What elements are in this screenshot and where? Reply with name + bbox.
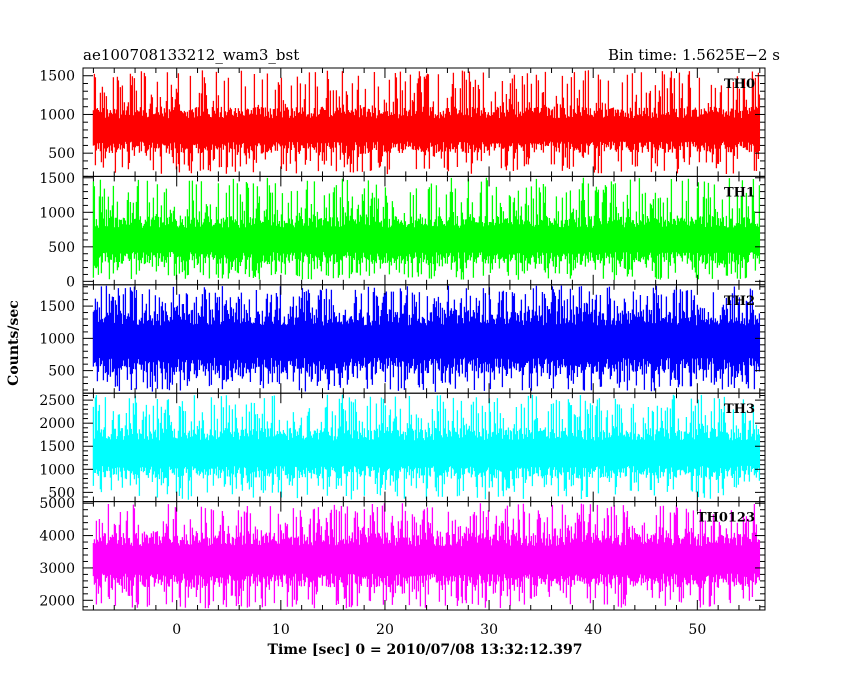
y-tick-label: 2000: [39, 593, 75, 609]
y-tick-label: 1000: [39, 205, 75, 221]
x-tick-label: 0: [172, 622, 181, 638]
x-tick-label: 30: [480, 622, 498, 638]
y-tick-label: 5000: [39, 496, 75, 512]
y-tick-label: 2000: [39, 416, 75, 432]
y-tick-label: 1000: [39, 107, 75, 123]
series-th0123: [92, 503, 761, 609]
panel-th3: 500 1000 1500 2000 2500 TH3: [39, 392, 766, 503]
x-tick-label: 50: [688, 622, 706, 638]
panel-label-th2: TH2: [724, 294, 755, 309]
series-th3: [92, 394, 761, 500]
y-tick-label: 500: [48, 364, 75, 380]
y-tick-label: 4000: [39, 529, 75, 545]
y-tick-label: 500: [48, 240, 75, 256]
panel-th1: 0 500 1000 1500 TH1: [39, 171, 766, 290]
panel-th0123: 2000 3000 4000 5000 TH0123: [39, 496, 766, 611]
panel-th2: 500 1000 1500 TH2: [39, 284, 766, 394]
panel-label-th3: TH3: [724, 402, 755, 417]
y-tick-label: 3000: [39, 561, 75, 577]
y-tick-label: 1000: [39, 462, 75, 478]
chart-title-left: ae100708133212_wam3_bst: [83, 46, 299, 64]
series-th0: [92, 70, 761, 175]
y-tick-label: 1500: [39, 171, 75, 187]
y-tick-label: 1500: [39, 439, 75, 455]
y-tick-label: 500: [48, 146, 75, 162]
x-axis-label: Time [sec] 0 = 2010/07/08 13:32:12.397: [268, 642, 583, 658]
panel-label-th1: TH1: [724, 185, 755, 200]
y-tick-label: 1500: [39, 69, 75, 85]
series-th1: [92, 177, 761, 280]
panel-label-th0123: TH0123: [697, 511, 755, 526]
panel-th0: 500 1000 1500 TH0: [39, 67, 766, 177]
y-tick-label: 2500: [39, 393, 75, 409]
x-tick-label: 20: [376, 622, 394, 638]
chart-title-right: Bin time: 1.5625E−2 s: [608, 46, 780, 64]
y-axis-label: Counts/sec: [6, 300, 22, 386]
series-th2: [92, 285, 761, 392]
panels-group: 500 1000 1500 TH0 0 500 1000 1500 TH1 500 1000 1500…: [39, 67, 766, 611]
x-axis: 0 10 20 30 40 50: [172, 622, 706, 638]
y-tick-label: 1000: [39, 331, 75, 347]
y-tick-label: 0: [66, 274, 75, 290]
x-tick-label: 40: [584, 622, 602, 638]
panel-label-th0: TH0: [724, 77, 755, 92]
x-tick-label: 10: [272, 622, 290, 638]
y-tick-label: 1500: [39, 299, 75, 315]
y-tick-label: 500: [48, 485, 75, 501]
panel-frame: [82, 501, 766, 611]
